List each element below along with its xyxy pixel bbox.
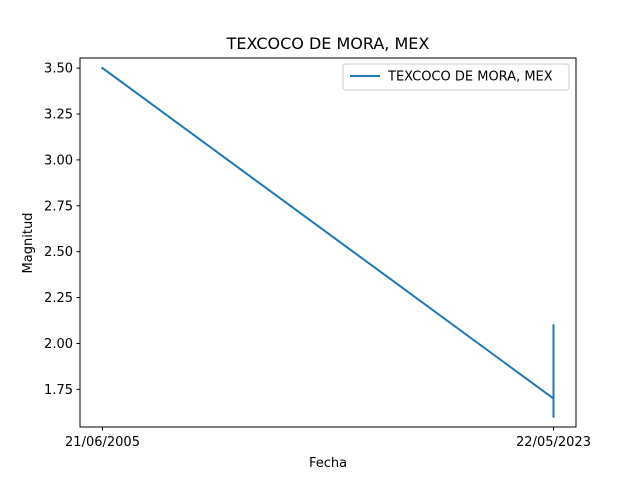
series-line bbox=[101, 66, 555, 418]
y-tick-label: 3.25 bbox=[44, 107, 73, 122]
y-tick-label: 3.50 bbox=[44, 62, 73, 77]
x-axis-label: Fecha bbox=[309, 456, 347, 471]
y-tick-label: 2.75 bbox=[44, 199, 73, 214]
y-tick-label: 1.75 bbox=[44, 383, 73, 398]
plot-area: 1.75 2.00 2.25 2.50 2.75 3.00 3.25 3.50 21/06/20… bbox=[44, 62, 591, 450]
plot-frame bbox=[79, 57, 577, 428]
x-tick-label: 21/06/2005 bbox=[65, 435, 140, 450]
y-tick-label: 3.00 bbox=[44, 153, 73, 168]
chart-title: TEXCOCO DE MORA, MEX bbox=[226, 34, 430, 53]
legend-frame bbox=[342, 63, 570, 91]
legend: TEXCOCO DE MORA, MEX bbox=[342, 63, 570, 91]
y-axis-label: Magnitud bbox=[21, 213, 36, 274]
legend-entry-label: TEXCOCO DE MORA, MEX bbox=[387, 70, 553, 85]
y-tick-label: 2.25 bbox=[44, 291, 73, 306]
y-tick-label: 2.50 bbox=[44, 245, 73, 260]
x-tick-label: 22/05/2023 bbox=[516, 435, 591, 450]
y-tick-label: 2.00 bbox=[44, 337, 73, 352]
